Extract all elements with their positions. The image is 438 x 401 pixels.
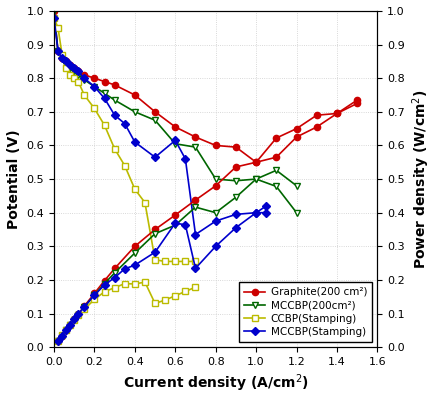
X-axis label: Current density (A/cm$^2$): Current density (A/cm$^2$) (123, 373, 308, 394)
Legend: Graphite(200 cm²), MCCBP(200cm²), CCBP(Stamping), MCCBP(Stamping): Graphite(200 cm²), MCCBP(200cm²), CCBP(S… (239, 282, 371, 342)
Y-axis label: Power density (W/cm$^2$): Power density (W/cm$^2$) (410, 89, 431, 269)
Y-axis label: Potential (V): Potential (V) (7, 129, 21, 229)
